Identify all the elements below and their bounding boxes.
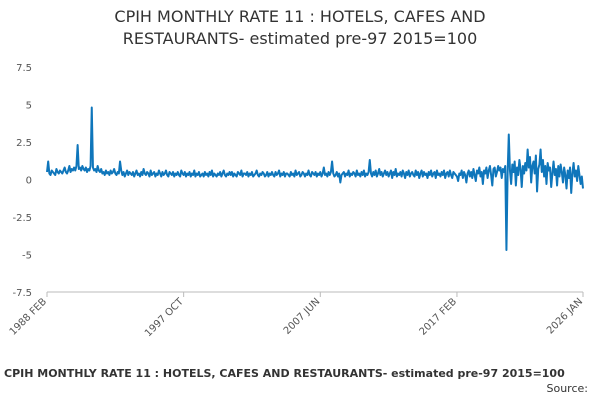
- source: Source:: [547, 382, 589, 395]
- y-tick-label: 7.5: [16, 63, 32, 74]
- caption: CPIH MONTHLY RATE 11 : HOTELS, CAFES AND…: [4, 367, 565, 380]
- y-tick-label: 5: [26, 101, 32, 112]
- y-tick-label: -2.5: [12, 213, 32, 224]
- y-tick-label: -5: [22, 251, 32, 262]
- x-tick-label: 1997 OCT: [143, 296, 186, 339]
- y-tick-label: 2.5: [16, 138, 32, 149]
- chart-title: RESTAURANTS- estimated pre-97 2015=100: [123, 29, 478, 48]
- x-tick-label: 1988 FEB: [8, 296, 50, 338]
- x-tick-label: 2026 JAN: [545, 296, 585, 336]
- x-tick-label: 2007 JUN: [282, 296, 323, 337]
- chart-title: CPIH MONTHLY RATE 11 : HOTELS, CAFES AND: [114, 7, 485, 26]
- data-line: [46, 106, 584, 251]
- x-tick-label: 2017 FEB: [418, 296, 460, 338]
- y-tick-label: 0: [26, 176, 32, 187]
- y-tick-label: -7.5: [12, 288, 32, 299]
